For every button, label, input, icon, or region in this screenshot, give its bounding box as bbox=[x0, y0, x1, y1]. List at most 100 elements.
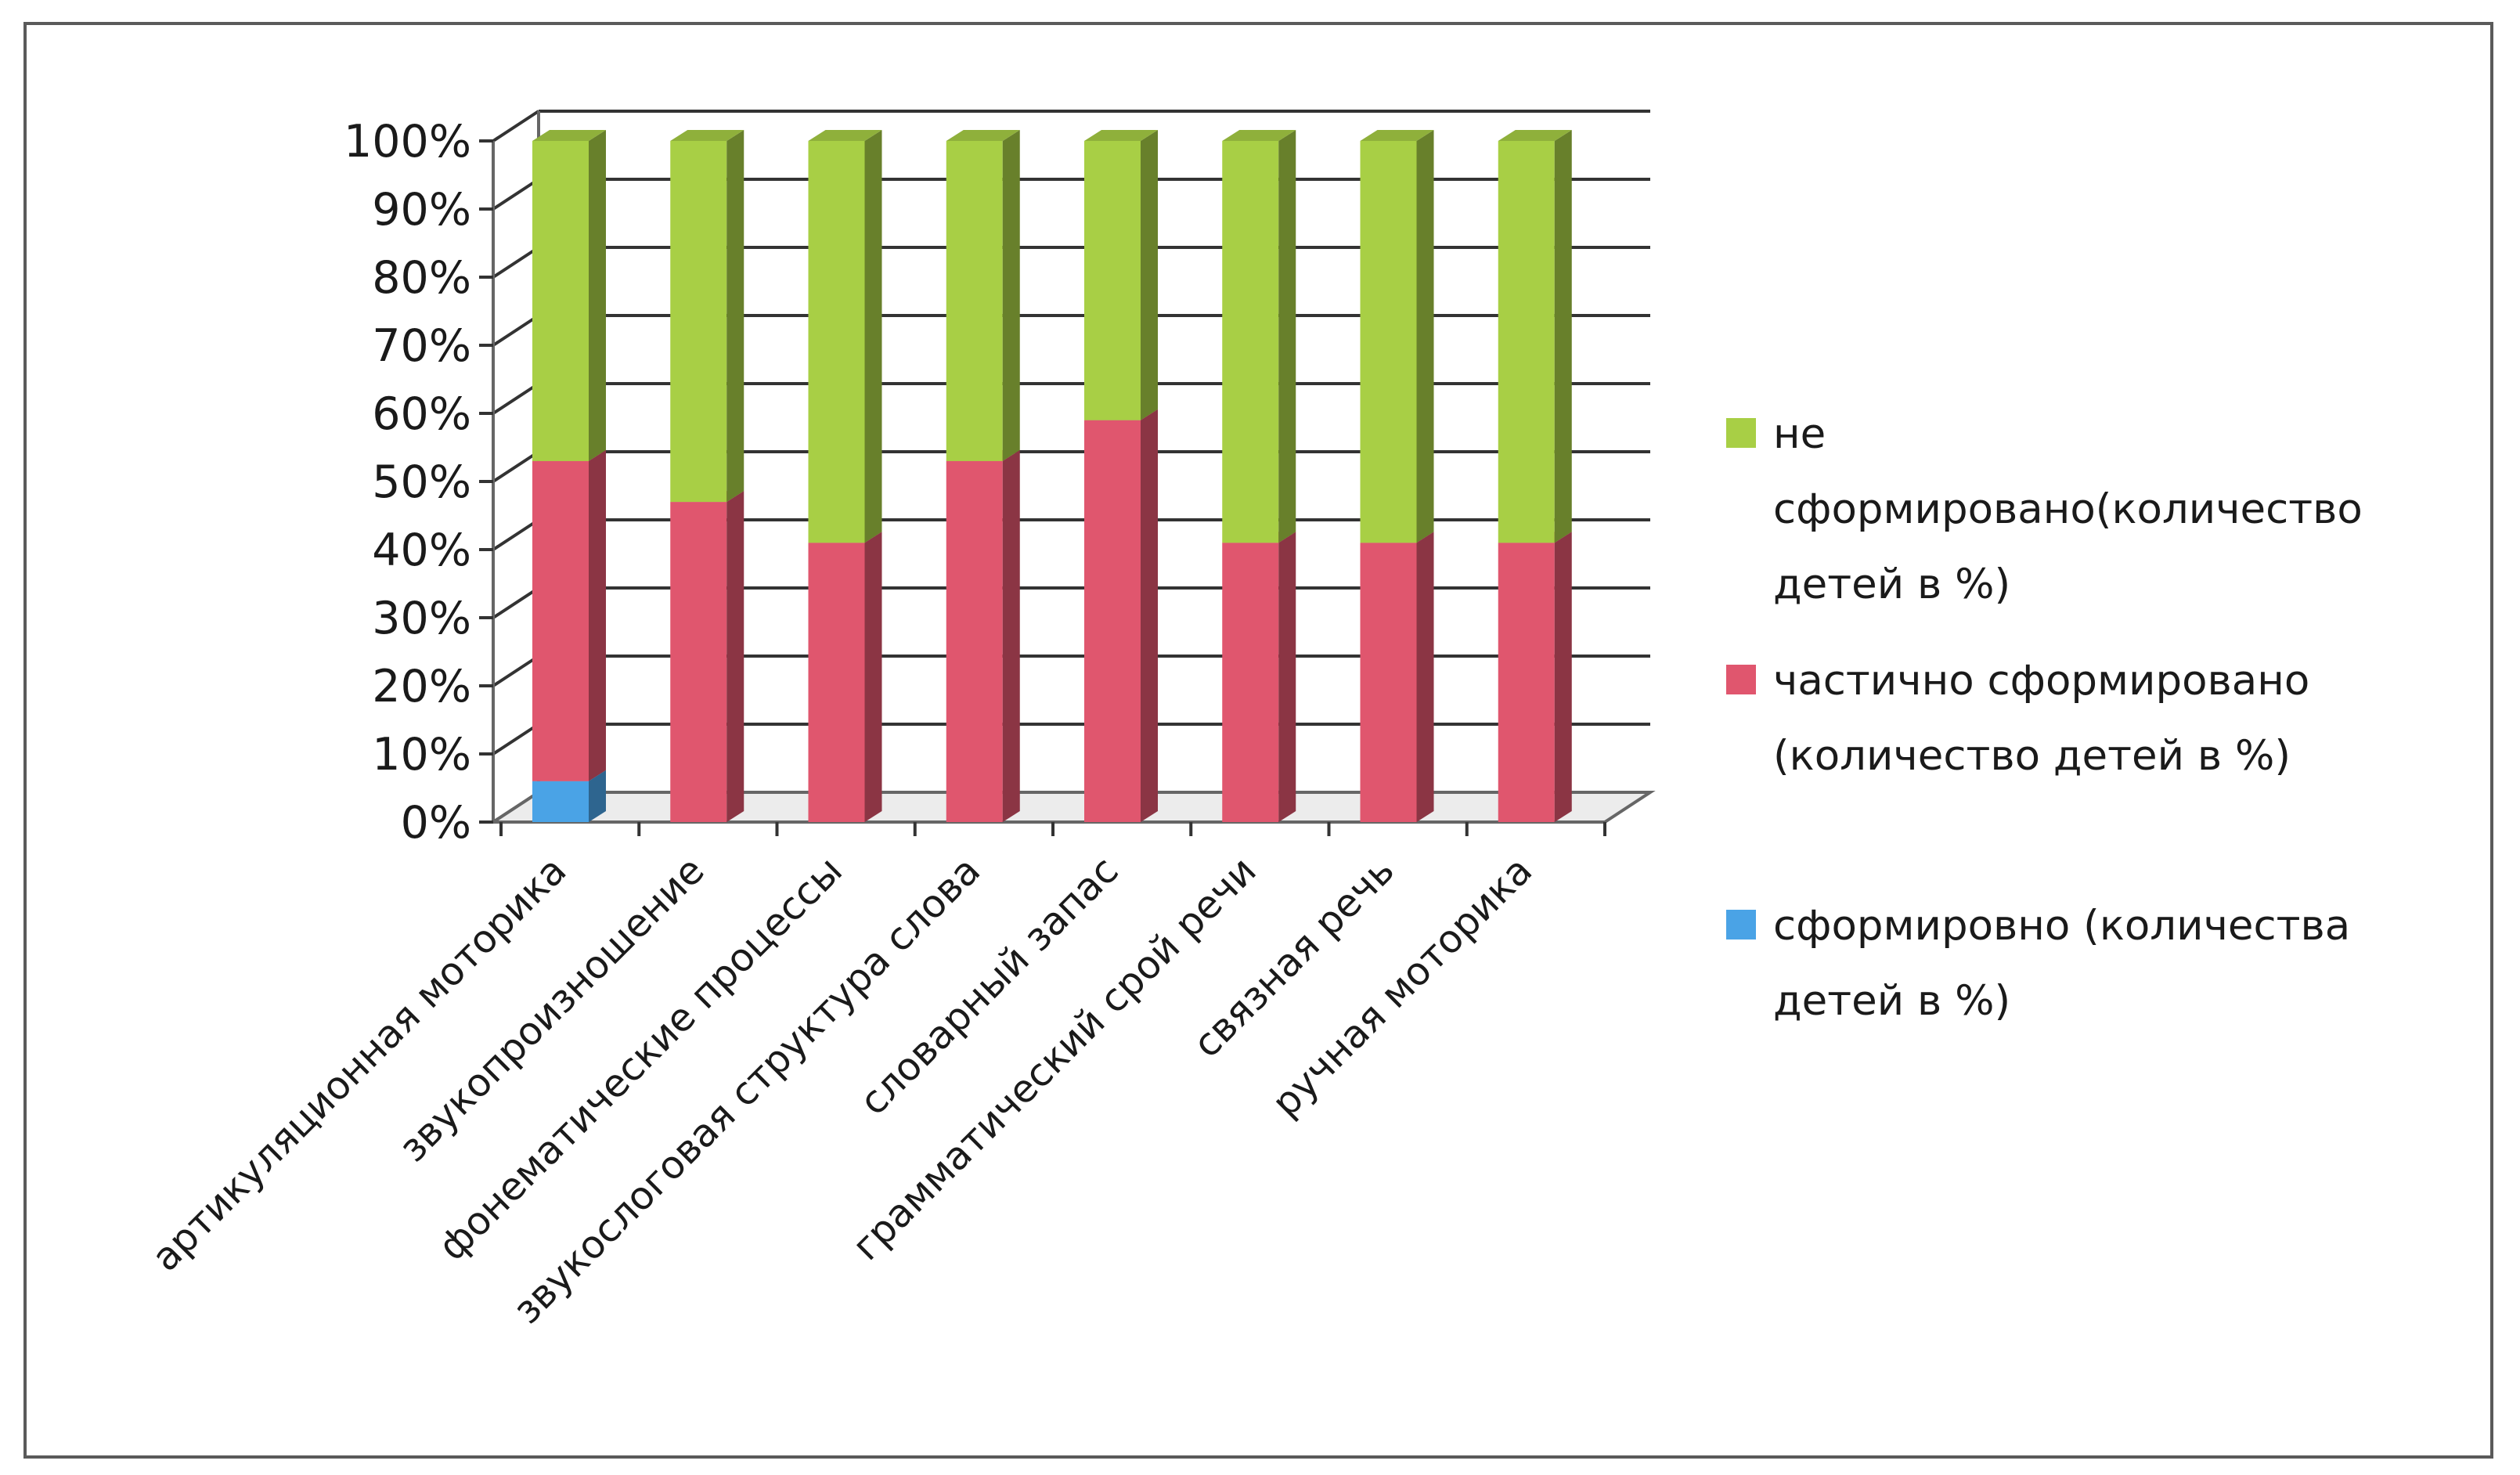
bar-side bbox=[1278, 130, 1296, 543]
y-tick-label: 80% bbox=[372, 252, 471, 304]
legend-item: частично сформировано (количество детей в… bbox=[1726, 657, 2309, 780]
bar-side bbox=[589, 130, 606, 461]
bar-top bbox=[808, 130, 882, 141]
bar-side bbox=[589, 449, 606, 781]
y-tick-label: 50% bbox=[372, 456, 471, 508]
bar-side bbox=[864, 532, 882, 822]
legend-item: не сформировано(количество детей в %) bbox=[1726, 410, 2363, 608]
y-axis: 0% 10% 20% 30% 40% 50% 60% 70% 80% 90% 100% bbox=[344, 116, 493, 849]
bar-segment bbox=[1360, 130, 1434, 543]
bar-side bbox=[1002, 449, 1020, 822]
legend-swatch bbox=[1726, 665, 1756, 694]
bar-front bbox=[532, 781, 589, 822]
legend-item: сформировно (количества детей в %) bbox=[1726, 902, 2350, 1025]
gridline-side bbox=[492, 246, 540, 279]
bar-side bbox=[1141, 130, 1158, 420]
bar-front bbox=[1084, 420, 1141, 822]
bar-front bbox=[1222, 543, 1279, 822]
legend-label: сформировно (количества bbox=[1773, 902, 2350, 950]
bar-segment bbox=[1084, 130, 1158, 420]
bar-front bbox=[1498, 543, 1555, 822]
legend-label: детей в %) bbox=[1773, 977, 2010, 1025]
bar-top bbox=[1360, 130, 1434, 141]
legend: не сформировано(количество детей в %) части… bbox=[1726, 410, 2363, 1025]
bar-top bbox=[946, 130, 1020, 141]
bar-top bbox=[1498, 130, 1572, 141]
gridline-side bbox=[492, 655, 540, 687]
gridlines bbox=[488, 110, 1656, 824]
bar-front bbox=[670, 502, 727, 822]
bar-side bbox=[864, 130, 882, 543]
bar-front bbox=[670, 141, 727, 503]
x-tick-label: словарный запас bbox=[851, 848, 1127, 1123]
bar-side bbox=[1554, 130, 1572, 543]
legend-swatch bbox=[1726, 910, 1756, 939]
bar-segment bbox=[1498, 130, 1572, 543]
gridline-side bbox=[492, 382, 540, 415]
x-tick-label: ручная моторика bbox=[1264, 848, 1541, 1125]
bar-side bbox=[589, 770, 606, 822]
bar-top bbox=[1084, 130, 1158, 141]
gridline-side bbox=[492, 314, 540, 347]
bar-top bbox=[1222, 130, 1296, 141]
bar-front bbox=[946, 141, 1003, 461]
bar-side bbox=[1141, 409, 1158, 822]
y-tick-label: 30% bbox=[372, 593, 471, 644]
bar-top bbox=[670, 130, 744, 141]
bar-segment bbox=[1498, 532, 1572, 822]
bar-front bbox=[532, 141, 589, 461]
bar-side bbox=[726, 491, 744, 822]
bar-segment bbox=[670, 491, 744, 822]
legend-label: детей в %) bbox=[1773, 561, 2010, 608]
bar-side bbox=[1002, 130, 1020, 461]
legend-swatch bbox=[1726, 418, 1756, 448]
y-tick-label: 20% bbox=[372, 661, 471, 712]
bar-segment bbox=[808, 130, 882, 543]
bar-side bbox=[1554, 532, 1572, 822]
gridline-side bbox=[492, 518, 540, 551]
chart-floor bbox=[488, 791, 1656, 824]
bar-segment bbox=[1222, 532, 1296, 822]
legend-label: сформировано(количество bbox=[1773, 485, 2363, 533]
bar-side bbox=[1416, 130, 1434, 543]
bar-front bbox=[808, 141, 865, 543]
bar-segment bbox=[946, 449, 1020, 822]
gridline-side bbox=[492, 110, 540, 142]
bar-side bbox=[1278, 532, 1296, 822]
legend-label: частично сформировано bbox=[1773, 657, 2309, 705]
bar-front bbox=[532, 460, 589, 781]
bar-segment bbox=[946, 130, 1020, 461]
y-tick-label: 40% bbox=[372, 525, 471, 576]
y-tick-label: 60% bbox=[372, 388, 471, 440]
gridline-side bbox=[492, 450, 540, 483]
bar-top bbox=[532, 130, 606, 141]
y-tick-label: 10% bbox=[372, 729, 471, 781]
bar-front bbox=[1498, 141, 1555, 543]
bar-segment bbox=[532, 130, 606, 461]
bars bbox=[532, 130, 1572, 822]
y-tick-label: 0% bbox=[401, 797, 471, 849]
gridline-side bbox=[492, 178, 540, 211]
bar-front bbox=[1360, 141, 1417, 543]
bar-front bbox=[1084, 141, 1141, 420]
bar-front bbox=[808, 543, 865, 822]
y-tick-label: 100% bbox=[344, 116, 471, 168]
bar-front bbox=[1360, 543, 1417, 822]
legend-label: не bbox=[1773, 410, 1826, 458]
bar-side bbox=[726, 130, 744, 503]
bar-segment bbox=[1222, 130, 1296, 543]
y-tick-label: 90% bbox=[372, 184, 471, 236]
legend-label: (количество детей в %) bbox=[1773, 732, 2291, 780]
y-tick-label: 70% bbox=[372, 320, 471, 372]
gridline-side bbox=[492, 586, 540, 619]
bar-segment bbox=[1084, 409, 1158, 822]
gridline-side bbox=[492, 723, 540, 756]
x-axis: артикуляционная моториказвукопроизношени… bbox=[143, 822, 1606, 1333]
bar-segment bbox=[532, 449, 606, 781]
bar-segment bbox=[670, 130, 744, 503]
bar-front bbox=[946, 460, 1003, 822]
bar-side bbox=[1416, 532, 1434, 822]
bar-segment bbox=[1360, 532, 1434, 822]
bar-front bbox=[1222, 141, 1279, 543]
